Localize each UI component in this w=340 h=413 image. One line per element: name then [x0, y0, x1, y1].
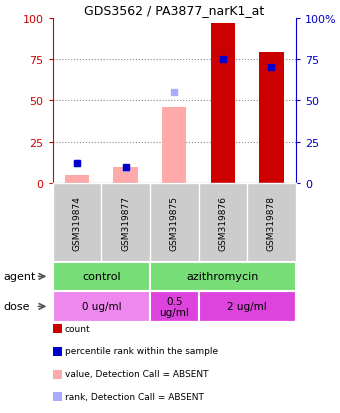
Text: value, Detection Call = ABSENT: value, Detection Call = ABSENT	[65, 369, 208, 378]
Text: 0 ug/ml: 0 ug/ml	[82, 301, 121, 312]
Text: GSM319874: GSM319874	[72, 196, 82, 250]
Text: 0.5
ug/ml: 0.5 ug/ml	[159, 296, 189, 318]
Text: azithromycin: azithromycin	[187, 272, 259, 282]
Text: GSM319876: GSM319876	[218, 196, 227, 250]
Bar	[211, 24, 235, 184]
Text: agent: agent	[3, 272, 36, 282]
Text: count: count	[65, 324, 90, 333]
Bar	[53, 324, 62, 333]
Bar	[199, 291, 296, 322]
Bar	[162, 108, 186, 184]
Text: 2 ug/ml: 2 ug/ml	[227, 301, 267, 312]
Text: GSM319877: GSM319877	[121, 196, 130, 250]
Text: GSM319875: GSM319875	[170, 196, 179, 250]
Text: rank, Detection Call = ABSENT: rank, Detection Call = ABSENT	[65, 392, 204, 401]
Bar	[150, 291, 199, 322]
Bar	[259, 53, 284, 184]
Bar	[65, 176, 89, 184]
Bar	[53, 291, 150, 322]
Bar	[53, 370, 62, 379]
Bar	[53, 347, 62, 356]
Bar	[53, 392, 62, 401]
Text: dose: dose	[3, 301, 30, 312]
Text: percentile rank within the sample: percentile rank within the sample	[65, 347, 218, 356]
Title: GDS3562 / PA3877_narK1_at: GDS3562 / PA3877_narK1_at	[84, 5, 265, 17]
Bar	[114, 167, 138, 184]
Text: control: control	[82, 272, 121, 282]
Text: GSM319878: GSM319878	[267, 196, 276, 250]
